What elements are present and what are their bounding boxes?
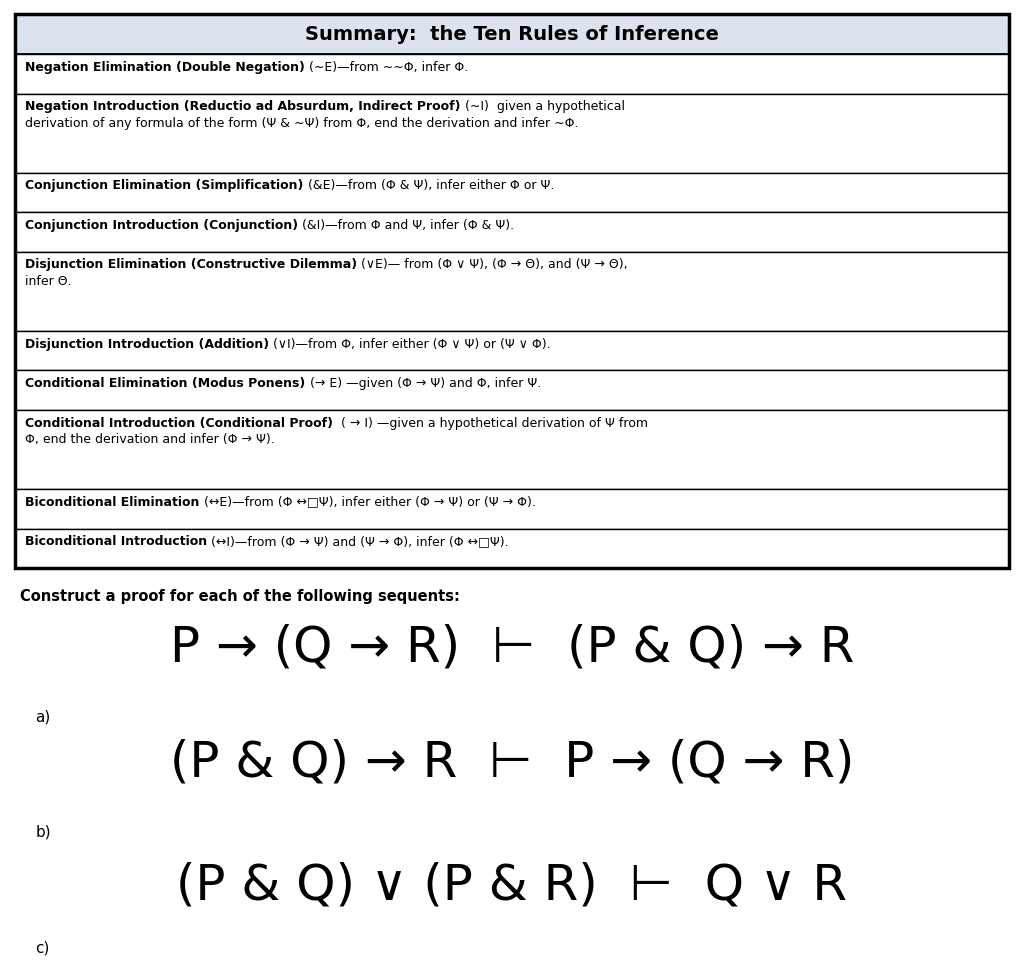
Text: (∼I)  given a hypothetical: (∼I) given a hypothetical [461,100,625,114]
Text: b): b) [35,824,51,840]
FancyBboxPatch shape [15,172,1009,212]
Text: infer Θ.: infer Θ. [26,275,72,288]
Text: (↔I)—from (Φ → Ψ) and (Ψ → Φ), infer (Φ ↔□Ψ).: (↔I)—from (Φ → Ψ) and (Ψ → Φ), infer (Φ … [208,535,509,548]
FancyBboxPatch shape [15,331,1009,371]
Text: c): c) [35,940,49,955]
FancyBboxPatch shape [15,93,1009,172]
Text: Negation Introduction (Reductio ad Absurdum, Indirect Proof): Negation Introduction (Reductio ad Absur… [26,100,461,114]
Text: P → (Q → R)  ⊢  (P & Q) → R: P → (Q → R) ⊢ (P & Q) → R [170,623,854,671]
FancyBboxPatch shape [15,14,1009,54]
Text: (P & Q) ∨ (P & R)  ⊢  Q ∨ R: (P & Q) ∨ (P & R) ⊢ Q ∨ R [176,862,848,910]
Text: (&E)—from (Φ & Ψ), infer either Φ or Ψ.: (&E)—from (Φ & Ψ), infer either Φ or Ψ. [304,179,554,193]
FancyBboxPatch shape [15,54,1009,93]
FancyBboxPatch shape [15,489,1009,529]
Text: Disjunction Introduction (Addition): Disjunction Introduction (Addition) [26,337,269,351]
Text: (&I)—from Φ and Ψ, infer (Φ & Ψ).: (&I)—from Φ and Ψ, infer (Φ & Ψ). [298,219,514,232]
FancyBboxPatch shape [15,212,1009,251]
Text: (↔E)—from (Φ ↔□Ψ), infer either (Φ → Ψ) or (Ψ → Φ).: (↔E)—from (Φ ↔□Ψ), infer either (Φ → Ψ) … [200,496,536,508]
Text: Conditional Elimination (Modus Ponens): Conditional Elimination (Modus Ponens) [26,377,305,390]
Text: Construct a proof for each of the following sequents:: Construct a proof for each of the follow… [20,589,460,605]
Text: (∨E)— from (Φ ∨ Ψ), (Φ → Θ), and (Ψ → Θ),: (∨E)— from (Φ ∨ Ψ), (Φ → Θ), and (Ψ → Θ)… [357,258,628,272]
Text: Biconditional Elimination: Biconditional Elimination [26,496,200,508]
Text: derivation of any formula of the form (Ψ & ∼Ψ) from Φ, end the derivation and in: derivation of any formula of the form (Ψ… [26,117,579,130]
Text: Conjunction Elimination (Simplification): Conjunction Elimination (Simplification) [26,179,304,193]
Text: Conjunction Introduction (Conjunction): Conjunction Introduction (Conjunction) [26,219,298,232]
FancyBboxPatch shape [15,371,1009,410]
Text: (→ E) —given (Φ → Ψ) and Φ, infer Ψ.: (→ E) —given (Φ → Ψ) and Φ, infer Ψ. [305,377,541,390]
FancyBboxPatch shape [15,251,1009,331]
FancyBboxPatch shape [15,410,1009,489]
Text: Disjunction Elimination (Constructive Dilemma): Disjunction Elimination (Constructive Di… [26,258,357,272]
Text: (P & Q) → R  ⊢  P → (Q → R): (P & Q) → R ⊢ P → (Q → R) [170,739,854,787]
Text: Summary:  the Ten Rules of Inference: Summary: the Ten Rules of Inference [305,25,719,43]
FancyBboxPatch shape [15,529,1009,568]
Text: a): a) [35,709,50,724]
Text: Conditional Introduction (Conditional Proof): Conditional Introduction (Conditional Pr… [26,417,333,429]
Text: (∼E)—from ∼∼Φ, infer Φ.: (∼E)—from ∼∼Φ, infer Φ. [305,61,468,73]
Text: (∨I)—from Φ, infer either (Φ ∨ Ψ) or (Ψ ∨ Φ).: (∨I)—from Φ, infer either (Φ ∨ Ψ) or (Ψ … [269,337,551,351]
Text: ( → I) —given a hypothetical derivation of Ψ from: ( → I) —given a hypothetical derivation … [333,417,648,429]
Text: Φ, end the derivation and infer (Φ → Ψ).: Φ, end the derivation and infer (Φ → Ψ). [26,433,275,447]
Text: Biconditional Introduction: Biconditional Introduction [26,535,208,548]
Text: Negation Elimination (Double Negation): Negation Elimination (Double Negation) [26,61,305,73]
